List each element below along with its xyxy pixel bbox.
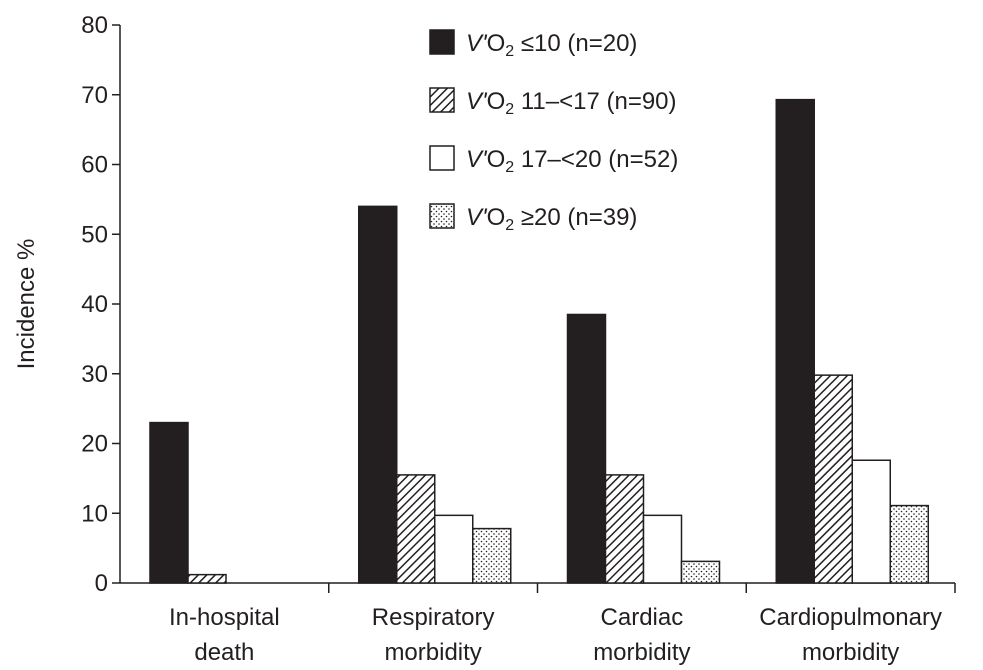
legend-swatch-hatch: [429, 87, 455, 113]
y-tick-label: 0: [95, 570, 108, 597]
y-tick-label: 10: [81, 500, 108, 527]
bar-solid-3: [775, 98, 815, 584]
y-tick-label: 80: [81, 12, 108, 39]
bar-solid-0: [149, 421, 189, 584]
category-label-line2: death: [194, 639, 254, 666]
bar-dots-3: [889, 504, 929, 584]
legend-label: V'O2 ≥20 (n=39): [466, 204, 637, 234]
category-label-line2: morbidity: [802, 639, 899, 666]
y-tick-label: 20: [81, 431, 108, 458]
bar-dots-1: [472, 527, 512, 584]
y-tick-label: 50: [81, 221, 108, 248]
bar-solid-1: [358, 205, 398, 584]
legend-o: O: [487, 88, 506, 115]
category-label-line2: morbidity: [593, 639, 690, 666]
bar-hatch-1: [396, 474, 436, 584]
legend-o: O: [487, 146, 506, 173]
y-tick-label: 30: [81, 361, 108, 388]
legend-v: V': [466, 204, 488, 231]
category-label-line1: Cardiopulmonary: [759, 604, 942, 631]
legend-v: V': [466, 30, 488, 57]
y-ticks: 0 10 20 30 40 50 60 70 80: [81, 12, 120, 597]
legend-v: V': [466, 146, 488, 173]
legend: V'O2 ≤10 (n=20)V'O2 11–<17 (n=90)V'O2 17…: [429, 29, 678, 234]
y-axis-title: Incidence %: [13, 239, 40, 370]
legend-subscript: 2: [505, 159, 514, 176]
legend-subscript: 2: [505, 43, 514, 60]
bar-white-3: [851, 459, 891, 584]
legend-v: V': [466, 88, 488, 115]
bar-white-2: [642, 514, 683, 584]
bar-hatch-2: [604, 474, 645, 584]
legend-swatch-dots: [429, 203, 455, 229]
x-ticks: [328, 583, 956, 593]
category-labels: In-hospital death Respiratory morbidity Card…: [169, 604, 942, 666]
legend-rest: ≥20 (n=39): [514, 204, 637, 231]
legend-swatch-solid: [429, 29, 455, 55]
bar-hatch-3: [813, 374, 853, 584]
bars: [149, 98, 929, 584]
legend-label: V'O2 17–<20 (n=52): [466, 146, 678, 176]
category-label-line1: In-hospital: [169, 604, 280, 631]
category-label-line2: morbidity: [384, 639, 481, 666]
y-tick-label: 40: [81, 291, 108, 318]
category-label-line1: Cardiac: [601, 604, 684, 631]
legend-o: O: [487, 204, 506, 231]
legend-label: V'O2 ≤10 (n=20): [466, 30, 637, 60]
bar-white-1: [434, 514, 474, 584]
bar-hatch-0: [187, 573, 227, 584]
y-tick-label: 70: [81, 82, 108, 109]
bar-dots-2: [680, 560, 721, 584]
category-label-line1: Respiratory: [372, 604, 495, 631]
legend-o: O: [487, 30, 506, 57]
legend-swatch-white: [429, 145, 455, 171]
legend-rest: 17–<20 (n=52): [514, 146, 678, 173]
legend-rest: ≤10 (n=20): [514, 30, 637, 57]
bar-solid-2: [566, 313, 607, 584]
legend-subscript: 2: [505, 101, 514, 118]
legend-rest: 11–<17 (n=90): [514, 88, 676, 115]
legend-subscript: 2: [505, 217, 514, 234]
legend-label: V'O2 11–<17 (n=90): [466, 88, 677, 118]
y-tick-label: 60: [81, 152, 108, 179]
